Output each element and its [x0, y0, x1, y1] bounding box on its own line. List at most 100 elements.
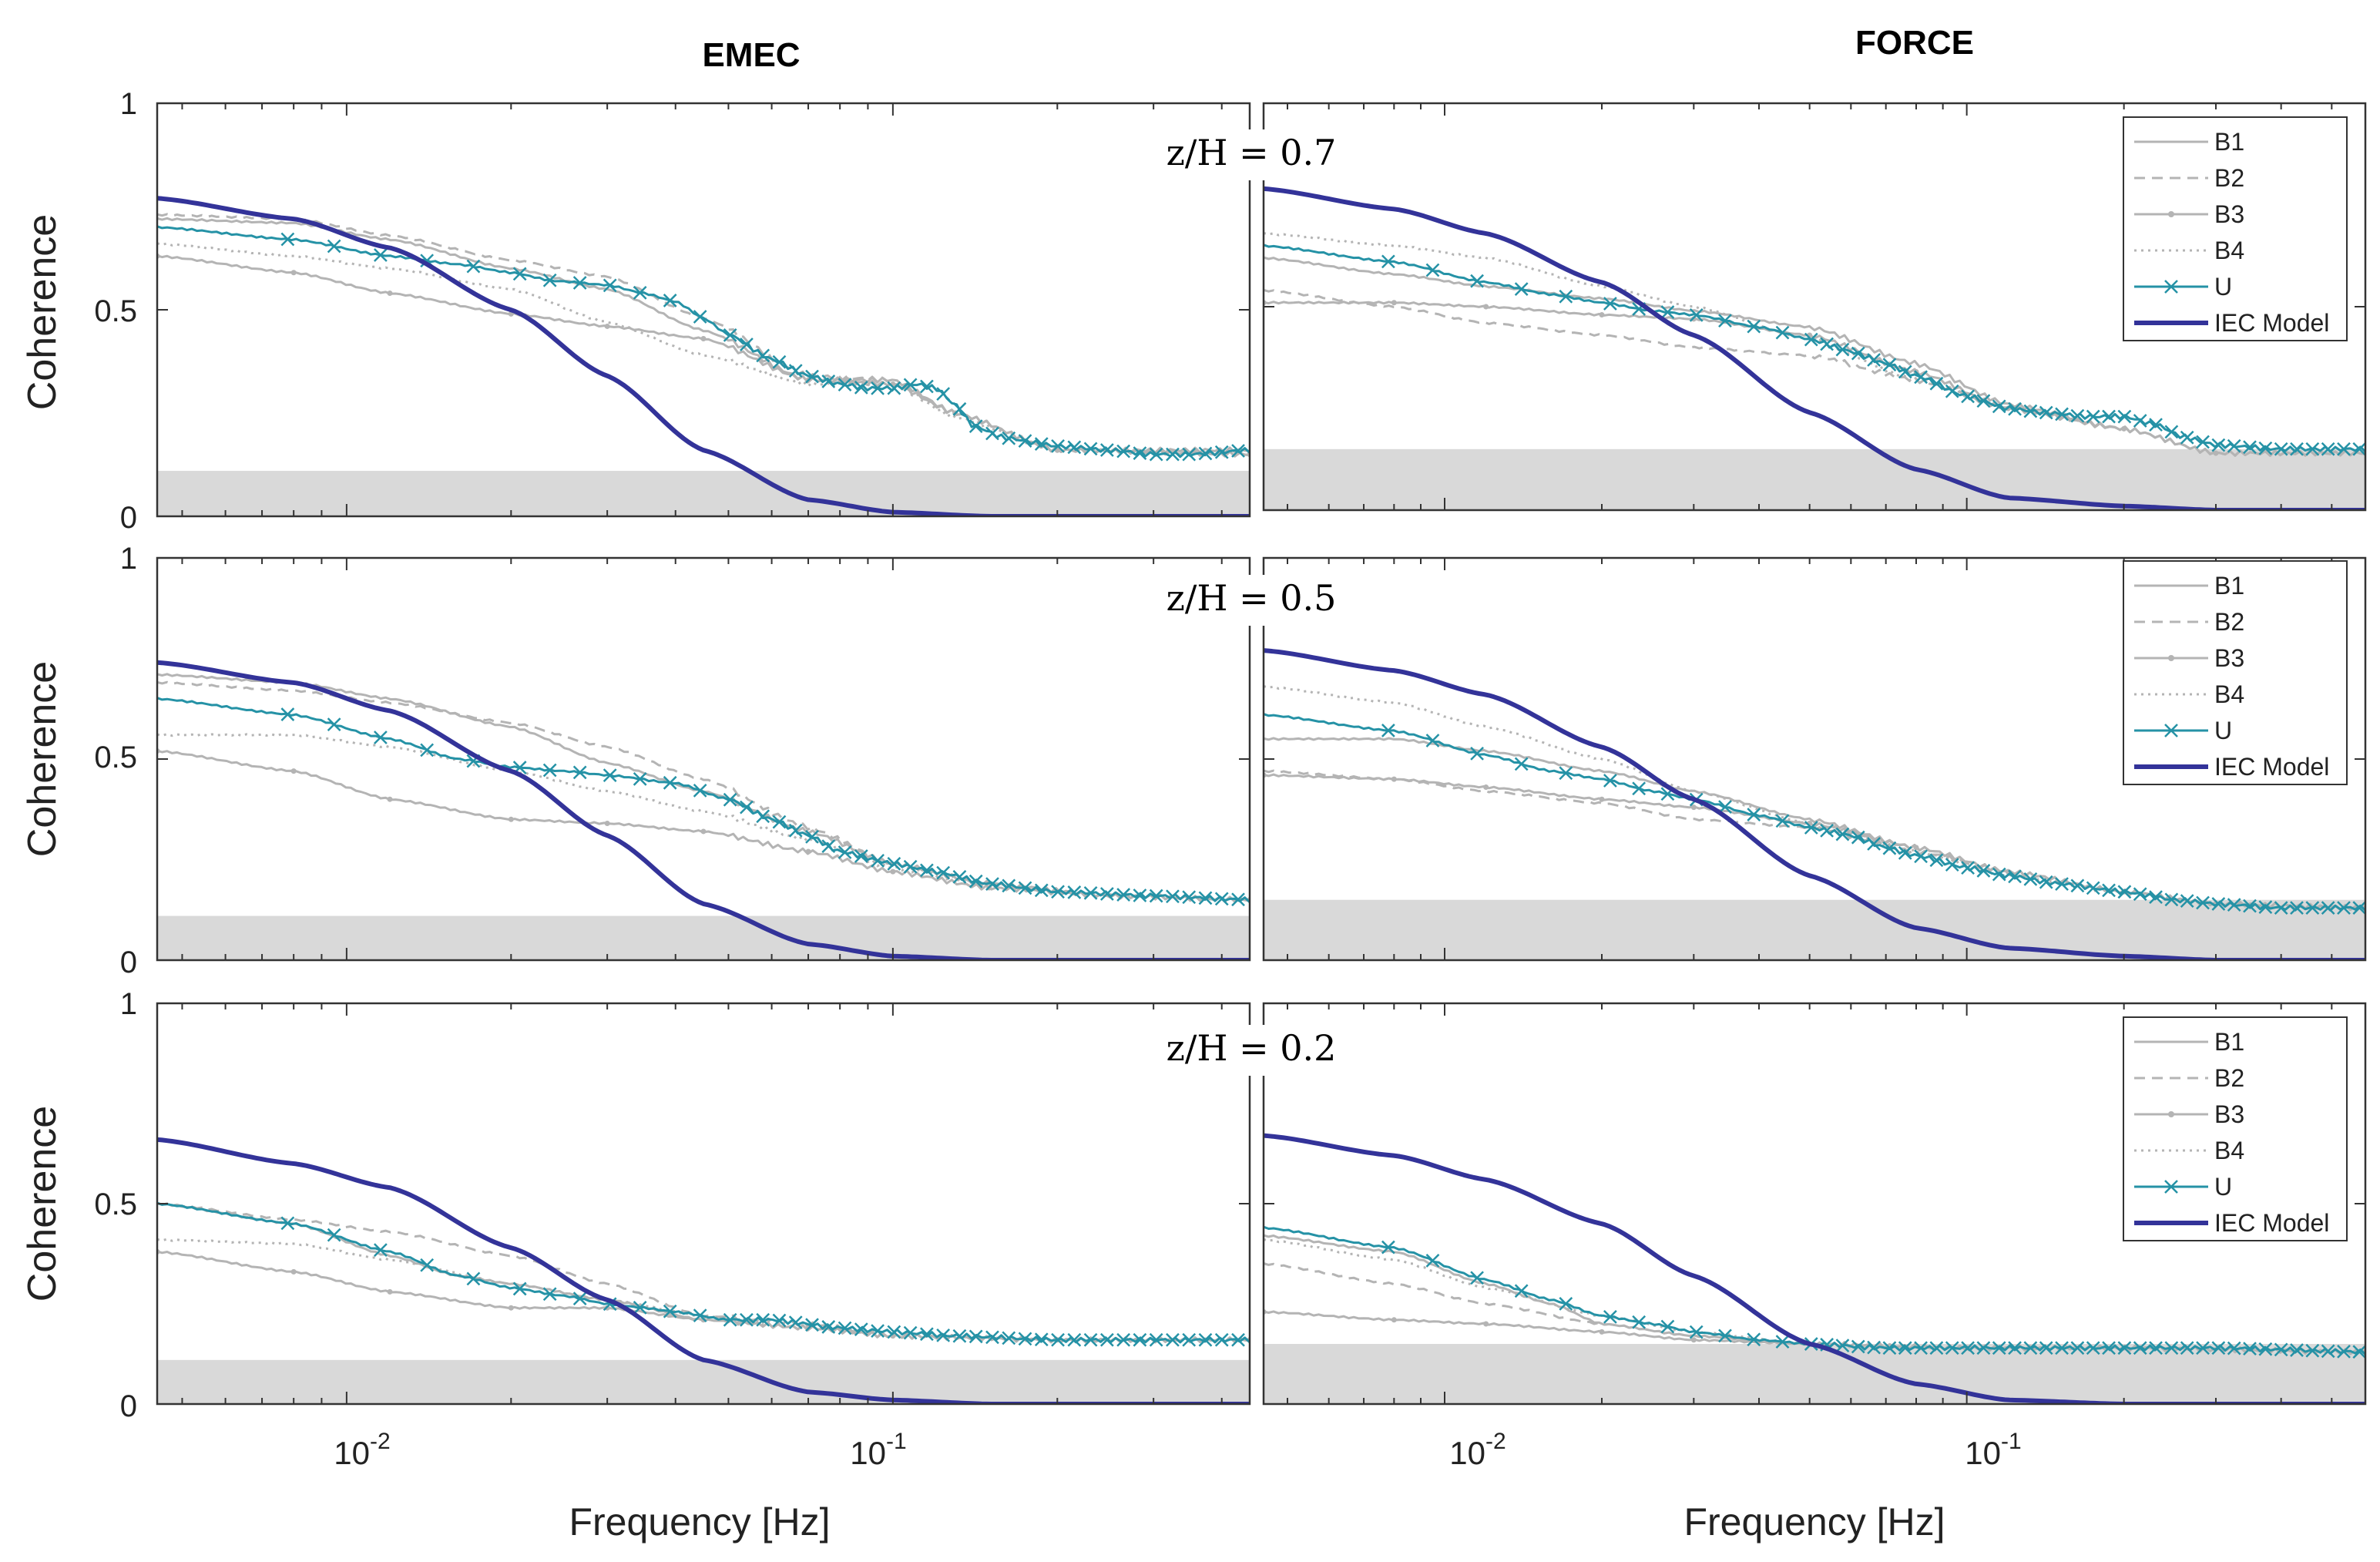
u-marker-emec-z-h-0-2-41: [1198, 1332, 1213, 1347]
u-marker-force-z-h-0-7-45: [2321, 442, 2335, 456]
u-marker-emec-z-h-0-7-7: [572, 276, 587, 290]
u-marker-emec-z-h-0-5-21: [871, 854, 885, 868]
u-marker-force-z-h-0-5-3: [1514, 757, 1529, 771]
panel-emec-z05: [156, 556, 1251, 962]
legend-label-b2-1: B2: [2214, 608, 2244, 636]
ytick-1-row1: 1: [120, 87, 137, 121]
legend-label-b4-2: B4: [2214, 1137, 2244, 1164]
series-line-u-emec-z-h-0-7: [157, 225, 1250, 459]
u-marker-emec-z-h-0-7-28: [985, 426, 999, 441]
u-marker-emec-z-h-0-5-11: [693, 783, 707, 798]
u-marker-force-z-h-0-7-40: [2243, 440, 2257, 455]
u-marker-force-z-h-0-5-31: [2102, 883, 2116, 898]
u-marker-force-z-h-0-2-15: [1851, 1339, 1865, 1354]
legend-label-b2-0: B2: [2214, 164, 2244, 192]
u-marker-emec-z-h-0-7-26: [952, 401, 967, 416]
u-marker-force-z-h-0-7-7: [1660, 305, 1675, 319]
u-marker-emec-z-h-0-2-22: [887, 1325, 901, 1339]
u-marker-emec-z-h-0-2-0: [280, 1216, 295, 1231]
u-marker-emec-z-h-0-7-41: [1198, 446, 1213, 461]
u-marker-emec-z-h-0-2-9: [633, 1300, 647, 1315]
legend-box-0: [2123, 116, 2348, 341]
legend-label-u-0: U: [2214, 273, 2232, 301]
u-marker-force-z-h-0-5-37: [2196, 895, 2210, 910]
u-marker-force-z-h-0-2-19: [1914, 1341, 1928, 1355]
u-marker-emec-z-h-0-5-36: [1116, 888, 1131, 902]
u-marker-emec-z-h-0-2-28: [985, 1330, 999, 1345]
legend-label-b3-2: B3: [2214, 1100, 2244, 1128]
column-title-emec: EMEC: [702, 36, 800, 74]
legend-label-b4-0: B4: [2214, 237, 2244, 264]
series-line-iec-model-force-z-h-0-7: [1264, 186, 2365, 510]
u-marker-emec-z-h-0-7-29: [1002, 431, 1016, 445]
u-marker-emec-z-h-0-5-25: [936, 865, 951, 880]
series-line-iec-model-emec-z-h-0-7: [157, 196, 1250, 516]
series-line-u-emec-z-h-0-2: [157, 1201, 1250, 1344]
u-marker-emec-z-h-0-7-37: [1133, 446, 1147, 461]
series-group-emec-z-h-0-7: [157, 196, 1250, 516]
u-marker-force-z-h-0-7-3: [1514, 282, 1529, 296]
u-marker-emec-z-h-0-7-24: [920, 379, 934, 394]
u-marker-force-z-h-0-7-44: [2305, 442, 2320, 456]
u-marker-emec-z-h-0-7-12: [723, 328, 737, 342]
u-marker-emec-z-h-0-7-38: [1149, 447, 1163, 462]
u-marker-emec-z-h-0-2-32: [1051, 1332, 1065, 1347]
u-marker-force-z-h-0-2-44: [2305, 1343, 2320, 1358]
u-marker-force-z-h-0-5-39: [2227, 898, 2241, 912]
legend-label-iec-model-1: IEC Model: [2214, 753, 2329, 781]
u-marker-emec-z-h-0-2-20: [854, 1322, 868, 1337]
height-label-z05-text: z/H = 0.5: [1167, 577, 1337, 619]
ytick-1-row3: 1: [120, 987, 137, 1021]
b3-marker-force-z-h-0-5-4: [1690, 805, 1697, 811]
u-marker-force-z-h-0-5-25: [2008, 869, 2022, 884]
plot-area-emec-z-h-0-5: [157, 558, 1250, 960]
u-marker-emec-z-h-0-2-19: [838, 1321, 852, 1335]
u-marker-force-z-h-0-7-31: [2102, 409, 2116, 424]
u-marker-force-z-h-0-7-16: [1867, 353, 1881, 367]
u-marker-emec-z-h-0-5-8: [603, 768, 617, 782]
u-marker-emec-z-h-0-5-10: [663, 775, 677, 790]
u-marker-emec-z-h-0-5-7: [572, 765, 587, 780]
u-marker-emec-z-h-0-2-35: [1099, 1332, 1114, 1347]
u-marker-force-z-h-0-2-45: [2321, 1344, 2335, 1359]
u-marker-force-z-h-0-7-0: [1381, 254, 1395, 269]
u-marker-emec-z-h-0-7-32: [1051, 439, 1065, 453]
u-marker-force-z-h-0-2-42: [2274, 1342, 2288, 1357]
column-title-force: FORCE: [1855, 24, 1974, 62]
legend-label-b4-1: B4: [2214, 680, 2244, 708]
u-marker-emec-z-h-0-7-36: [1116, 444, 1131, 459]
x-axis-label-emec: Frequency [Hz]: [569, 1500, 830, 1544]
b3-marker-force-z-h-0-7-2: [1483, 304, 1489, 310]
legend-marker-u-0: [2164, 280, 2178, 294]
u-marker-force-z-h-0-7-15: [1851, 346, 1865, 361]
u-marker-force-z-h-0-5-5: [1603, 774, 1617, 788]
legend-label-b1-2: B1: [2214, 1028, 2244, 1056]
u-marker-emec-z-h-0-5-34: [1083, 886, 1098, 900]
u-marker-emec-z-h-0-5-23: [903, 859, 918, 874]
height-label-z07: z/H = 0.7: [1148, 129, 1354, 180]
u-marker-force-z-h-0-7-21: [1945, 384, 1959, 398]
height-label-z02-bg: [1148, 1025, 1354, 1076]
u-marker-emec-z-h-0-7-22: [887, 381, 901, 395]
height-label-z02-text: z/H = 0.2: [1167, 1027, 1337, 1069]
u-marker-force-z-h-0-7-28: [2055, 407, 2069, 422]
b3-marker-force-z-h-0-5-3: [1599, 796, 1605, 802]
u-marker-force-z-h-0-2-22: [1961, 1341, 1975, 1355]
u-marker-emec-z-h-0-7-4: [466, 259, 481, 274]
u-marker-emec-z-h-0-2-16: [788, 1315, 803, 1329]
series-line-u-force-z-h-0-7: [1264, 244, 2365, 453]
u-marker-emec-z-h-0-2-10: [663, 1304, 677, 1318]
b3-marker-force-z-h-0-5-2: [1483, 784, 1489, 791]
u-marker-force-z-h-0-2-3: [1514, 1284, 1529, 1298]
u-marker-force-z-h-0-2-37: [2196, 1341, 2210, 1355]
b3-marker-emec-z-h-0-7-1: [290, 270, 297, 276]
u-marker-force-z-h-0-7-35: [2164, 425, 2179, 439]
legend-label-u-1: U: [2214, 717, 2232, 744]
u-marker-emec-z-h-0-5-33: [1067, 885, 1082, 899]
u-marker-force-z-h-0-5-6: [1632, 781, 1647, 796]
u-marker-emec-z-h-0-7-33: [1067, 440, 1082, 455]
b3-marker-emec-z-h-0-5-7: [890, 868, 896, 875]
u-marker-emec-z-h-0-5-41: [1198, 891, 1213, 905]
ytick-05-row1: 0.5: [94, 294, 137, 328]
